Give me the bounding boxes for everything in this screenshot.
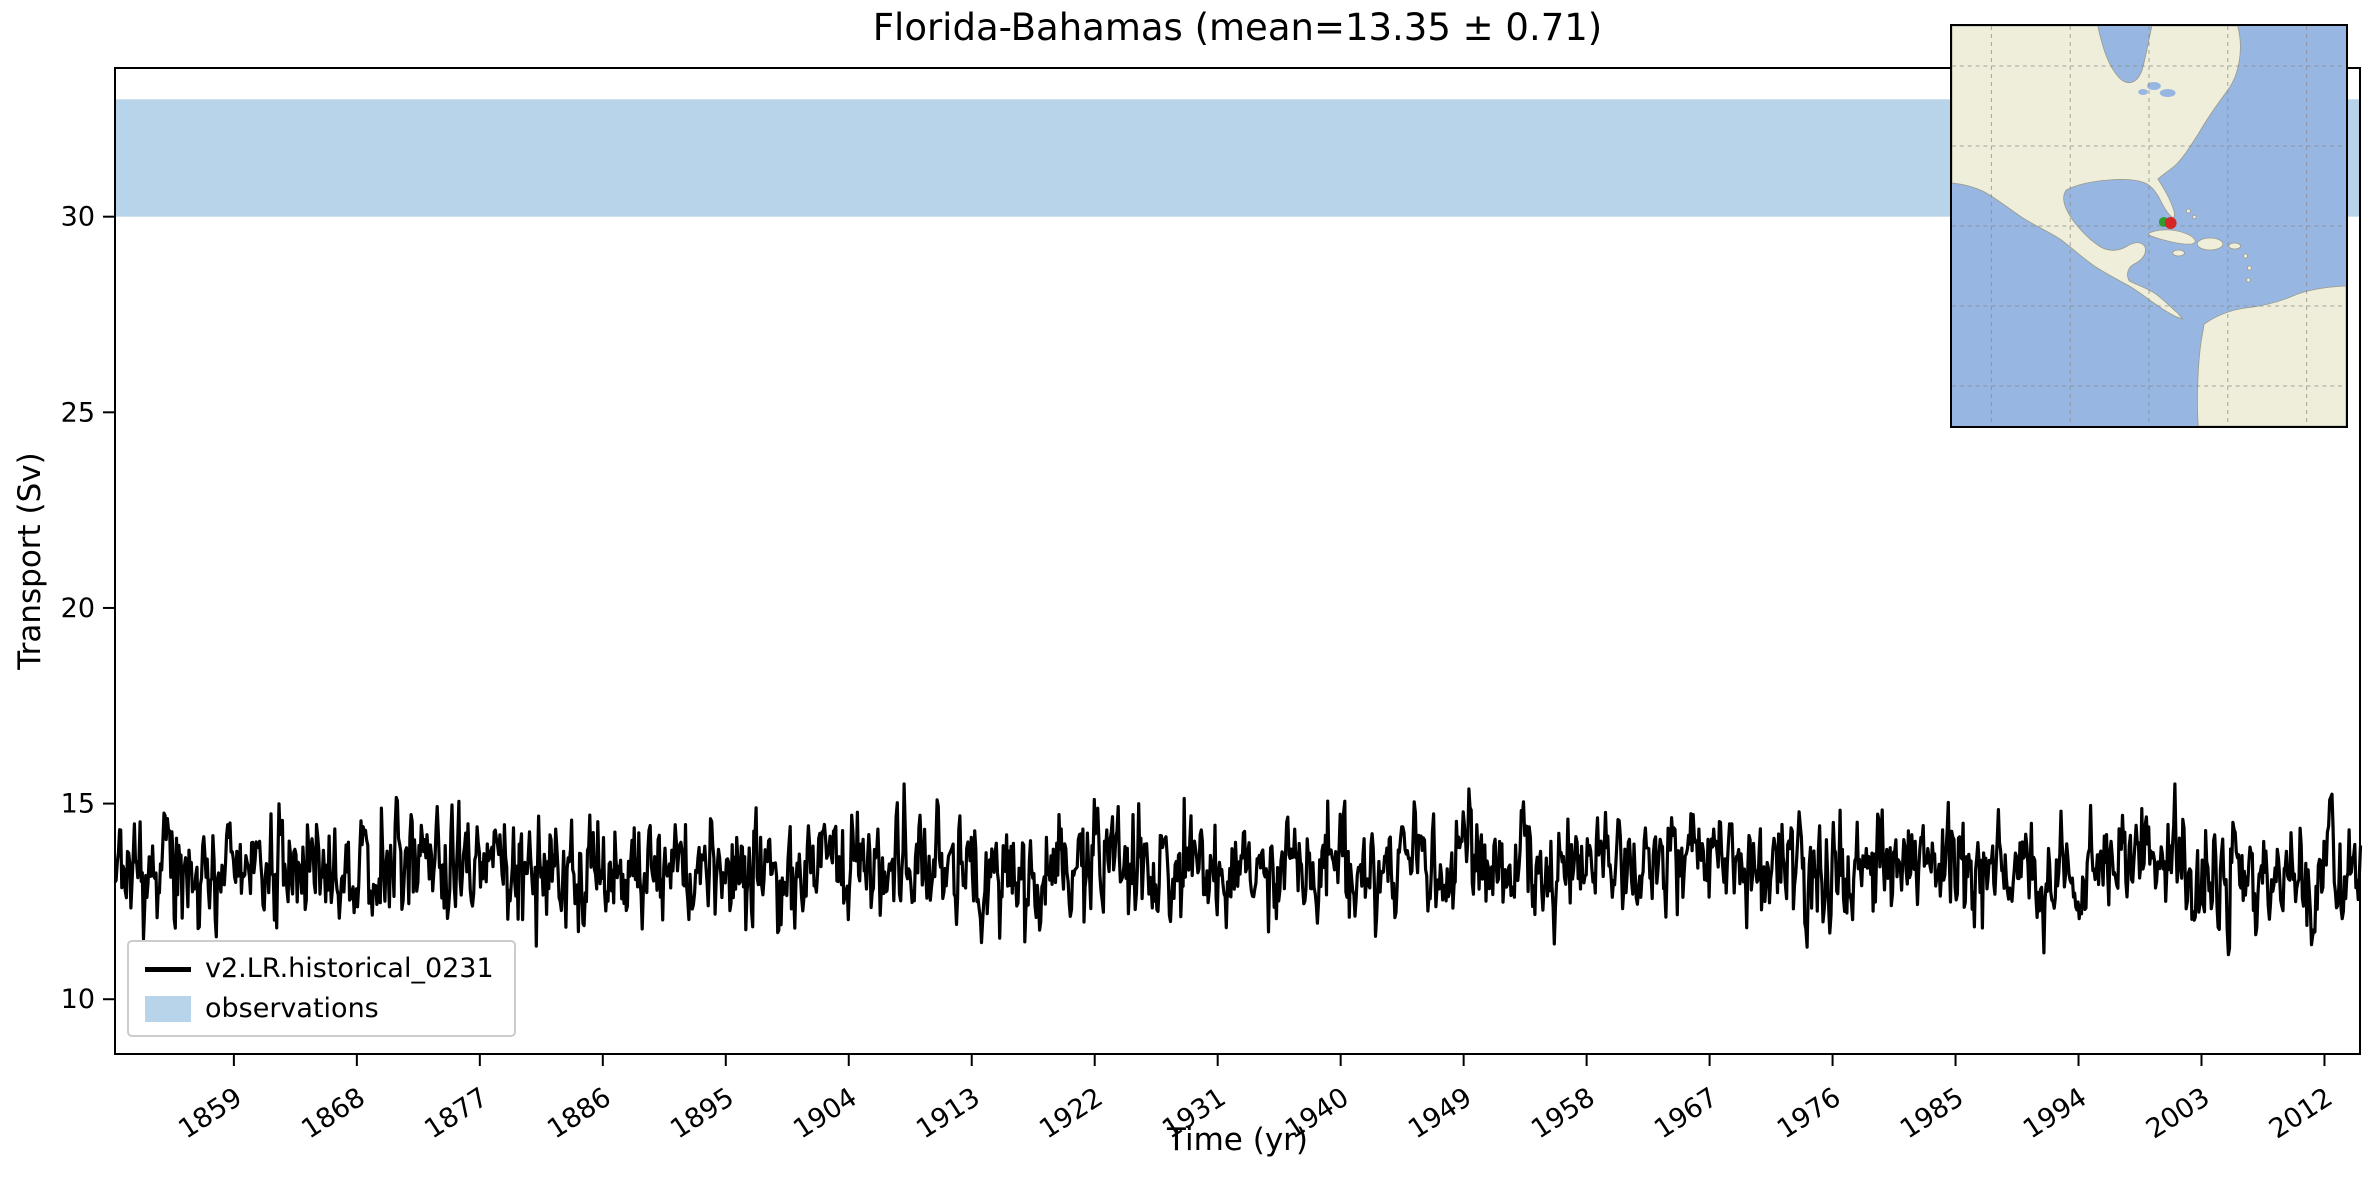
model-location-marker-icon <box>2164 217 2177 229</box>
x-tick-label: 1877 <box>419 1082 494 1145</box>
axes-frame <box>114 67 2361 1055</box>
x-tick-label: 1976 <box>1772 1082 1847 1145</box>
land-north-america <box>1952 26 2241 320</box>
patch-swatch-icon <box>145 995 191 1022</box>
x-axis-label: Time (yr) <box>1167 1122 1308 1158</box>
x-tick-label: 1967 <box>1649 1082 1724 1145</box>
x-tick-label: 1868 <box>296 1082 371 1145</box>
legend: v2.LR.historical_0231 observations <box>127 940 516 1038</box>
x-tick-label: 1922 <box>1034 1082 1109 1145</box>
legend-label-observations: observations <box>205 992 379 1024</box>
x-tick-label: 1994 <box>2018 1082 2093 1145</box>
legend-label-model: v2.LR.historical_0231 <box>205 953 494 984</box>
x-tick-label: 1958 <box>1526 1082 1601 1145</box>
y-tick-label: 10 <box>61 984 95 1015</box>
y-tick-label: 30 <box>61 202 95 233</box>
land-south-america <box>2197 285 2346 426</box>
x-tick-label: 1859 <box>173 1082 248 1145</box>
x-tick-label: 2012 <box>2264 1082 2339 1145</box>
land-puerto-rico <box>2228 242 2241 250</box>
y-tick-label: 25 <box>61 397 95 428</box>
land-antilles <box>2247 265 2252 271</box>
chart-title: Florida-Bahamas (mean=13.35 ± 0.71) <box>872 6 1603 49</box>
land-jamaica <box>2172 249 2185 257</box>
land-antilles <box>2246 277 2251 283</box>
land-antilles <box>2243 253 2248 259</box>
x-tick-label: 1904 <box>788 1082 863 1145</box>
x-tick-label: 1913 <box>911 1082 986 1145</box>
land-hispaniola <box>2196 237 2224 251</box>
line-swatch-icon <box>145 966 191 972</box>
map-land <box>1952 26 2346 426</box>
land-cuba <box>2148 229 2196 245</box>
y-tick-label: 15 <box>61 789 95 820</box>
legend-item-model: v2.LR.historical_0231 <box>145 954 494 984</box>
series-line <box>113 782 2363 957</box>
legend-item-observations: observations <box>145 992 494 1024</box>
land-bahamas <box>2192 214 2197 220</box>
inset-map <box>1950 24 2348 428</box>
map-lakes <box>2138 82 2176 97</box>
map-gridlines <box>1952 26 2346 426</box>
x-tick-label: 1940 <box>1280 1082 1355 1145</box>
x-tick-label: 1949 <box>1403 1082 1478 1145</box>
x-tick-label: 1931 <box>1157 1082 1232 1145</box>
x-tick-label: 1985 <box>1895 1082 1970 1145</box>
x-tick-label: 2003 <box>2141 1082 2216 1145</box>
x-tick-label: 1895 <box>665 1082 740 1145</box>
y-tick-label: 20 <box>61 593 95 624</box>
land-bahamas <box>2186 208 2191 214</box>
x-tick-label: 1886 <box>542 1082 617 1145</box>
